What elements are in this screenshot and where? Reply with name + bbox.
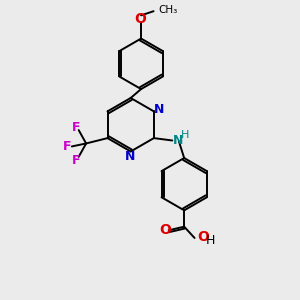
Text: O: O <box>135 12 146 26</box>
Text: N: N <box>125 150 135 163</box>
Text: F: F <box>72 121 81 134</box>
Text: F: F <box>63 140 71 153</box>
Text: N: N <box>154 103 164 116</box>
Text: H: H <box>181 130 189 140</box>
Text: CH₃: CH₃ <box>158 5 178 15</box>
Text: H: H <box>206 235 215 248</box>
Text: N: N <box>173 134 183 147</box>
Text: O: O <box>197 230 209 244</box>
Text: O: O <box>159 223 171 237</box>
Text: F: F <box>72 154 81 167</box>
